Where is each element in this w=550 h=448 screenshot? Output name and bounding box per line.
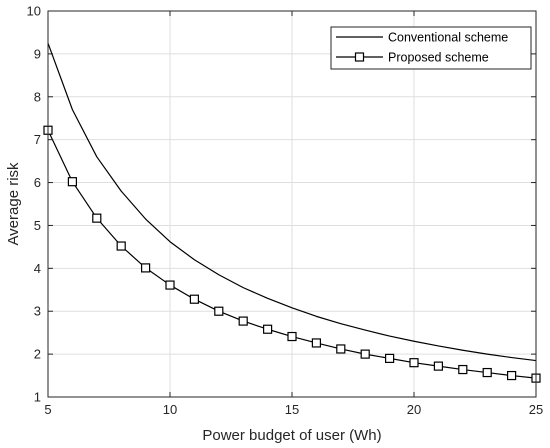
ticks — [47, 10, 537, 398]
data-point-marker — [263, 324, 273, 334]
legend-label-proposed: Proposed scheme — [388, 51, 489, 65]
x-tick-labels: 5 10 15 20 25 — [44, 402, 543, 417]
data-point-marker — [116, 241, 126, 251]
y-tick-labels: 1 2 3 4 5 6 7 8 9 10 — [27, 4, 41, 405]
data-point-marker — [360, 349, 370, 359]
y-tick-label: 7 — [34, 132, 41, 147]
x-tick-label: 10 — [163, 402, 177, 417]
y-tick-label: 3 — [34, 304, 41, 319]
legend-label-conventional: Conventional scheme — [388, 31, 508, 45]
data-point-marker — [238, 316, 248, 326]
x-tick-label: 25 — [529, 402, 543, 417]
data-point-marker — [458, 364, 468, 375]
data-point-marker — [214, 306, 224, 316]
data-point-marker — [336, 344, 346, 354]
legend-marker-proposed — [354, 52, 365, 62]
data-point-marker — [287, 331, 297, 342]
legend-box — [330, 26, 532, 70]
data-point-marker — [92, 213, 102, 223]
data-point-marker — [507, 370, 517, 381]
y-tick-label: 1 — [34, 390, 41, 405]
x-axis-label: Power budget of user (Wh) — [202, 427, 381, 444]
x-tick-label: 5 — [44, 402, 51, 417]
x-tick-label: 20 — [407, 402, 421, 417]
y-tick-label: 5 — [34, 218, 41, 233]
y-tick-label: 4 — [34, 261, 41, 276]
data-point-marker — [189, 294, 199, 304]
legend: Conventional scheme Proposed scheme — [330, 26, 532, 70]
data-point-marker — [141, 263, 151, 273]
y-tick-label: 6 — [34, 175, 41, 190]
data-point-marker — [409, 358, 419, 368]
y-tick-label: 9 — [34, 46, 41, 61]
series-group — [43, 42, 541, 383]
series-line-0 — [47, 42, 537, 362]
data-point-marker — [67, 177, 78, 187]
y-tick-label: 10 — [27, 4, 41, 19]
y-tick-label: 2 — [34, 347, 41, 362]
data-point-marker — [482, 367, 492, 378]
data-point-marker — [165, 280, 175, 290]
data-point-marker — [385, 353, 395, 363]
data-point-marker — [311, 338, 321, 348]
y-tick-label: 8 — [34, 89, 41, 104]
data-point-marker — [433, 361, 443, 371]
x-tick-label: 15 — [285, 402, 299, 417]
y-axis-label: Average risk — [5, 162, 22, 246]
